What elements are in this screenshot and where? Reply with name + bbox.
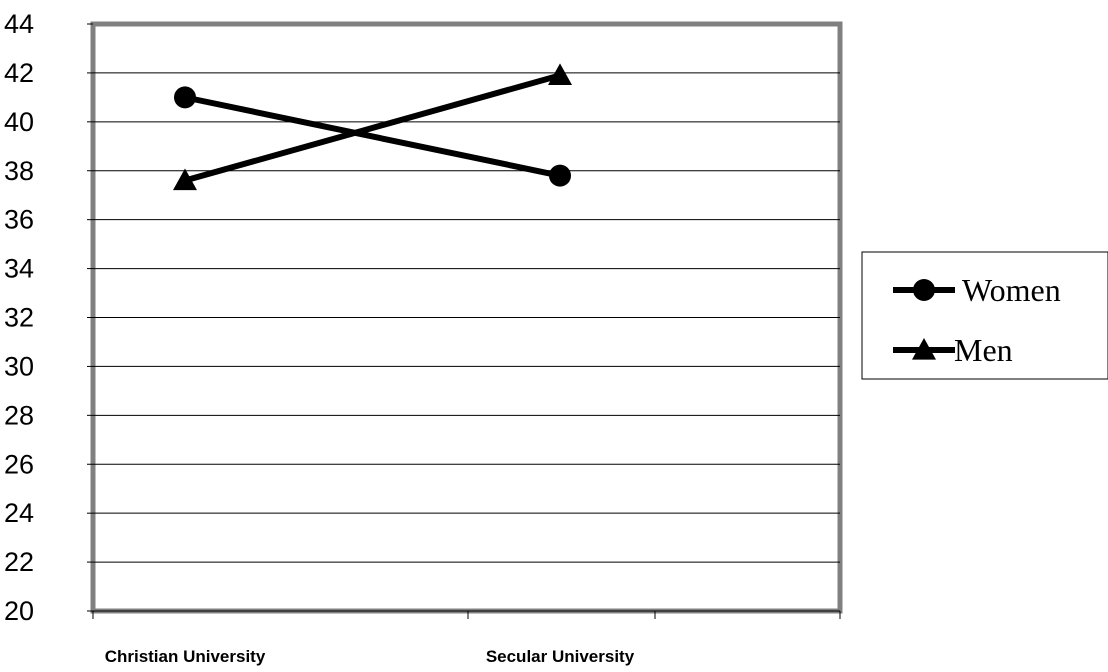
- series-men: [173, 63, 572, 191]
- y-tick-label: 28: [4, 400, 34, 430]
- series: [173, 63, 572, 191]
- y-tick-label: 26: [4, 449, 34, 479]
- triangle-marker: [173, 168, 197, 191]
- triangle-marker: [548, 63, 572, 85]
- y-tick-label: 36: [4, 205, 34, 235]
- y-tick-label: 38: [4, 156, 34, 186]
- triangle-marker: [912, 338, 936, 360]
- circle-marker: [549, 164, 571, 187]
- y-tick-label: 34: [4, 254, 34, 284]
- legend-item-men: Men: [893, 332, 1013, 368]
- legend-label: Men: [954, 332, 1013, 368]
- y-tick-label: 22: [4, 547, 34, 577]
- y-axis: 20 22 24 26 28 30 32 34 36 38 40 42 44: [4, 9, 93, 626]
- y-tick-label: 32: [4, 303, 34, 333]
- x-tick-label: Secular University: [486, 647, 635, 666]
- x-tick-label: Christian University: [105, 647, 266, 666]
- series-line: [184, 72, 561, 184]
- legend-label: Women: [962, 272, 1061, 308]
- legend: Women Men: [861, 251, 1108, 380]
- y-tick-label: 42: [4, 58, 34, 88]
- y-tick-label: 20: [4, 596, 34, 626]
- circle-marker: [174, 86, 196, 109]
- y-tick-label: 44: [4, 9, 34, 39]
- series-women: [174, 86, 571, 187]
- legend-box: [861, 251, 1108, 380]
- series-line: [184, 94, 561, 179]
- y-tick-label: 40: [4, 107, 34, 137]
- y-tick-label: 30: [4, 351, 34, 381]
- circle-marker: [913, 279, 935, 301]
- y-tick-label: 24: [4, 498, 34, 528]
- legend-item-women: Women: [893, 272, 1061, 308]
- x-axis: Christian University Secular University: [92, 610, 841, 666]
